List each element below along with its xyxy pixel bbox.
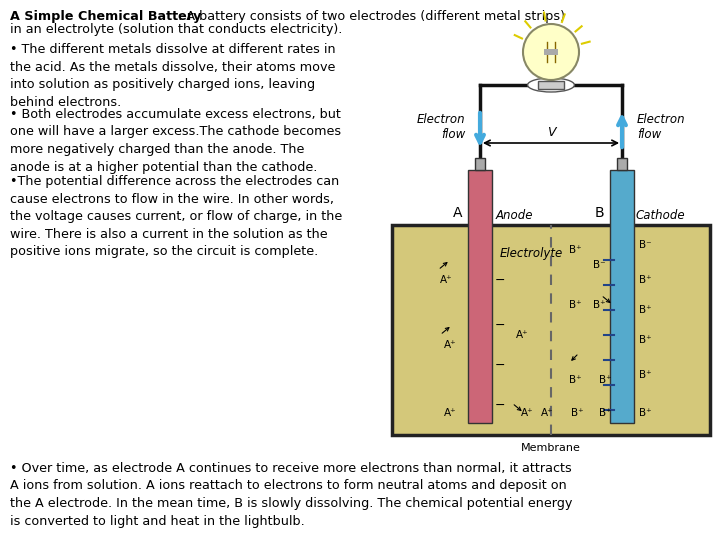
Text: A Simple Chemical Battery: A Simple Chemical Battery [10,10,202,23]
Bar [538,81,564,89]
Text: A⁺: A⁺ [541,408,553,418]
Text: A⁺: A⁺ [444,408,456,418]
Text: B⁺: B⁺ [569,375,582,385]
Text: −: − [495,319,505,332]
Text: −: − [495,273,505,287]
Text: Electrolyte: Electrolyte [500,247,562,260]
Text: B⁺: B⁺ [639,335,652,345]
Text: B⁻: B⁻ [639,240,652,250]
Text: • The different metals dissolve at different rates in
the acid. As the metals di: • The different metals dissolve at diffe… [10,43,336,109]
Text: A⁺: A⁺ [440,275,452,285]
Text: Anode: Anode [496,209,534,222]
Text: • Over time, as electrode A continues to receive more electrons than normal, it : • Over time, as electrode A continues to… [10,462,572,528]
Bar [610,170,634,423]
Text: B⁻: B⁻ [593,260,606,270]
Text: B⁺: B⁺ [639,305,652,315]
Bar [475,158,485,170]
Ellipse shape [528,78,575,92]
Text: B⁺: B⁺ [599,408,611,418]
Text: B⁺: B⁺ [569,300,582,310]
Text: in an electrolyte (solution that conducts electricity).: in an electrolyte (solution that conduct… [10,23,343,36]
Bar [392,225,710,435]
Text: −: − [495,399,505,411]
Text: Electron
flow: Electron flow [416,113,465,141]
Text: B⁺: B⁺ [639,275,652,285]
Bar [544,49,558,55]
Bar [617,158,627,170]
Text: B⁺: B⁺ [639,408,652,418]
Text: A: A [452,206,462,220]
Text: B⁺: B⁺ [599,375,611,385]
Text: V: V [546,126,555,139]
Text: • Both electrodes accumulate excess electrons, but
one will have a larger excess: • Both electrodes accumulate excess elec… [10,108,341,173]
Text: B⁺: B⁺ [571,408,584,418]
Text: A⁺: A⁺ [521,408,534,418]
Bar [468,170,492,423]
Text: Membrane: Membrane [521,443,581,453]
Text: B⁺: B⁺ [593,300,606,310]
Text: B⁺: B⁺ [639,370,652,380]
Text: Electron
flow: Electron flow [637,113,685,141]
Text: B⁺: B⁺ [569,245,582,255]
Text: Cathode: Cathode [636,209,685,222]
Text: •The potential difference across the electrodes can
cause electrons to flow in t: •The potential difference across the ele… [10,175,342,258]
Text: A⁺: A⁺ [516,330,528,340]
Text: A⁺: A⁺ [444,340,456,350]
Text: −: − [495,359,505,372]
Text: : A battery consists of two electrodes (different metal strips): : A battery consists of two electrodes (… [178,10,565,23]
Circle shape [523,24,579,80]
Text: B: B [595,206,604,220]
